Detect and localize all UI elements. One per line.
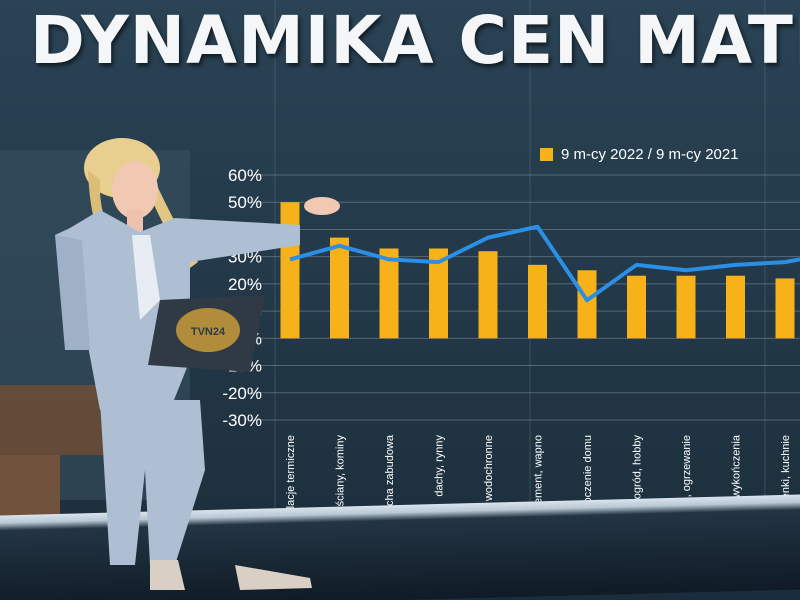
y-tick-label: 20% (228, 275, 262, 294)
x-axis-labels: izolacje termiczne ściany, kominy sucha za… (285, 434, 792, 547)
x-tick-label: ogród, hobby (632, 435, 644, 500)
bar (528, 264, 547, 339)
bar (627, 275, 646, 339)
trend-line (289, 224, 800, 303)
y-tick-label: -30% (222, 411, 262, 430)
legend-swatch (540, 148, 553, 161)
y-tick-label: -20% (222, 384, 262, 403)
y-tick-label: 60% (228, 166, 262, 185)
bar (775, 278, 795, 339)
bar (478, 251, 498, 339)
x-tick-label: dachy, rynny (434, 435, 446, 497)
x-tick-label: cement, wapno (533, 435, 545, 510)
tablet: TVN24 (148, 295, 265, 372)
y-tick-label: 50% (228, 193, 262, 212)
bar (429, 248, 448, 339)
presenter-face (112, 161, 158, 234)
x-tick-label: ściany, kominy (335, 435, 347, 507)
bar (577, 270, 597, 339)
x-tick-label: wykończenia (731, 434, 743, 499)
bar (330, 237, 349, 339)
x-tick-label: izolacje termiczne (285, 435, 297, 522)
background-grid (274, 0, 766, 520)
legend-label: 9 m-cy 2022 / 9 m-cy 2021 (561, 146, 739, 163)
page-title: DYNAMIKA CEN MATERIA (30, 2, 800, 79)
bar (379, 248, 399, 339)
bar (726, 275, 745, 339)
bar (676, 275, 696, 339)
tablet-logo: TVN24 (191, 326, 226, 338)
chart-legend: 9 m-cy 2022 / 9 m-cy 2021 (540, 146, 739, 163)
x-tick-label: otoczenie domu (582, 435, 594, 513)
presenter-body (55, 210, 300, 565)
presenter-shoes (150, 560, 312, 590)
presenter-hand-pointing (304, 197, 340, 215)
x-tick-label: sucha zabudowa (384, 434, 396, 517)
